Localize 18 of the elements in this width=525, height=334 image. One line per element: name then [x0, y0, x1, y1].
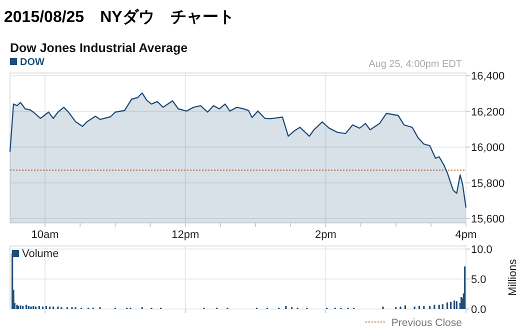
- x-tick-label: 10am: [31, 229, 59, 241]
- y-tick-label: 16,400: [471, 70, 505, 83]
- y-tick-label: 10.0: [471, 244, 492, 256]
- x-tick-label: 2pm: [314, 229, 336, 241]
- y-axis-title: Millions: [507, 258, 519, 296]
- y-tick-label: 5.0: [471, 274, 486, 286]
- y-tick-label: 0.0: [471, 304, 486, 316]
- y-tick-label: 15,800: [471, 178, 505, 190]
- x-tick-label: 12pm: [172, 229, 200, 241]
- x-tick-label: 4pm: [455, 229, 477, 241]
- y-tick-label: 16,000: [471, 142, 505, 154]
- legend-label: DOW: [20, 57, 45, 68]
- y-tick-label: 16,200: [471, 106, 505, 118]
- text: Aug 25, 4:00pm EDT: [368, 59, 462, 70]
- legend-label: Volume: [22, 248, 59, 260]
- chart-title: 2015/08/25 NYダウ チャート: [4, 8, 234, 26]
- chart-subtitle: Dow Jones Industrial Average: [10, 41, 188, 55]
- y-tick-label: 15,600: [471, 214, 505, 226]
